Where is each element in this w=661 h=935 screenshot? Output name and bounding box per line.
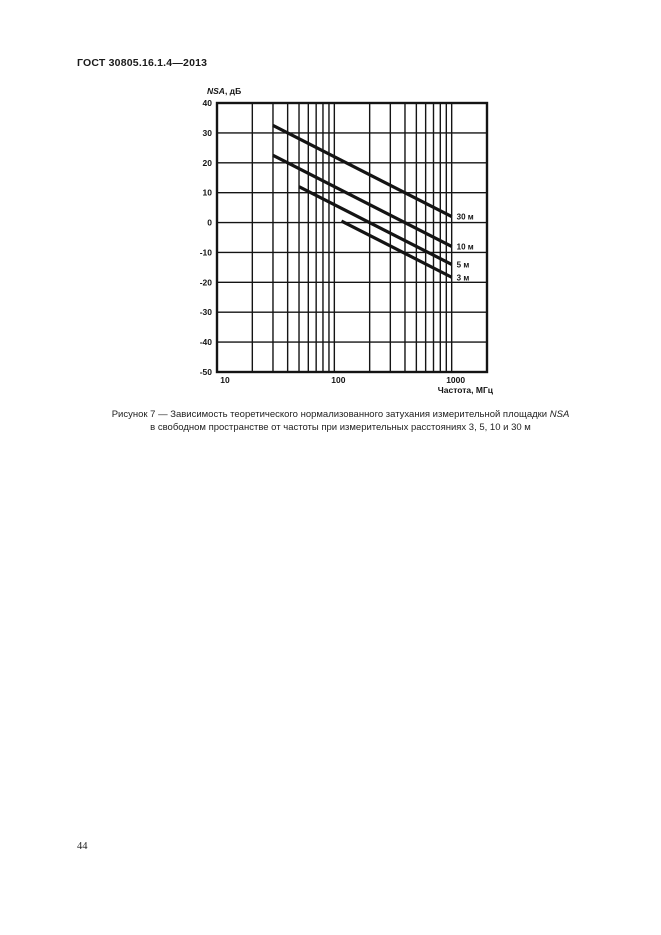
figure-caption-nsa-italic: NSA: [549, 409, 570, 420]
y-tick-label-0: 0: [207, 218, 212, 228]
series-label-3 м: 3 м: [457, 273, 470, 282]
series-label-30 м: 30 м: [457, 213, 474, 222]
chart-canvas: 30 м10 м5 м3 м403020100-10-20-30-40-5010…: [200, 86, 494, 395]
series-line-3 м: [340, 219, 453, 279]
y-tick-label--30: -30: [200, 307, 213, 317]
x-axis-title: Частота, МГц: [438, 385, 494, 395]
y-tick-label-20: 20: [203, 158, 213, 168]
x-tick-label-100: 100: [331, 375, 345, 385]
series-line-5 м: [298, 185, 453, 266]
figure-caption-line2: в свободном пространстве от частоты при …: [150, 421, 531, 433]
figure-caption-line1: Рисунок 7 — Зависимость теоретического н…: [111, 409, 570, 420]
x-tick-label-10: 10: [220, 375, 230, 385]
series-label-5 м: 5 м: [457, 260, 470, 269]
series-line-30 м: [272, 123, 453, 219]
page-number: 44: [77, 841, 88, 852]
y-tick-label-30: 30: [203, 128, 213, 138]
figure-caption: Рисунок 7 — Зависимость теоретического н…: [20, 409, 661, 434]
series-line-10 м: [272, 153, 453, 248]
y-tick-label-10: 10: [203, 188, 213, 198]
x-tick-label-1000: 1000: [446, 375, 465, 385]
y-tick-label--40: -40: [200, 337, 213, 347]
y-tick-label--10: -10: [200, 247, 213, 257]
series-label-10 м: 10 м: [457, 242, 474, 251]
plot-frame: [215, 101, 489, 374]
y-tick-label-40: 40: [203, 98, 213, 108]
y-axis-title: NSA, дБ: [207, 86, 241, 96]
document-header: ГОСТ 30805.16.1.4—2013: [77, 57, 208, 69]
y-tick-label--20: -20: [200, 277, 213, 287]
y-tick-label--50: -50: [200, 367, 213, 377]
